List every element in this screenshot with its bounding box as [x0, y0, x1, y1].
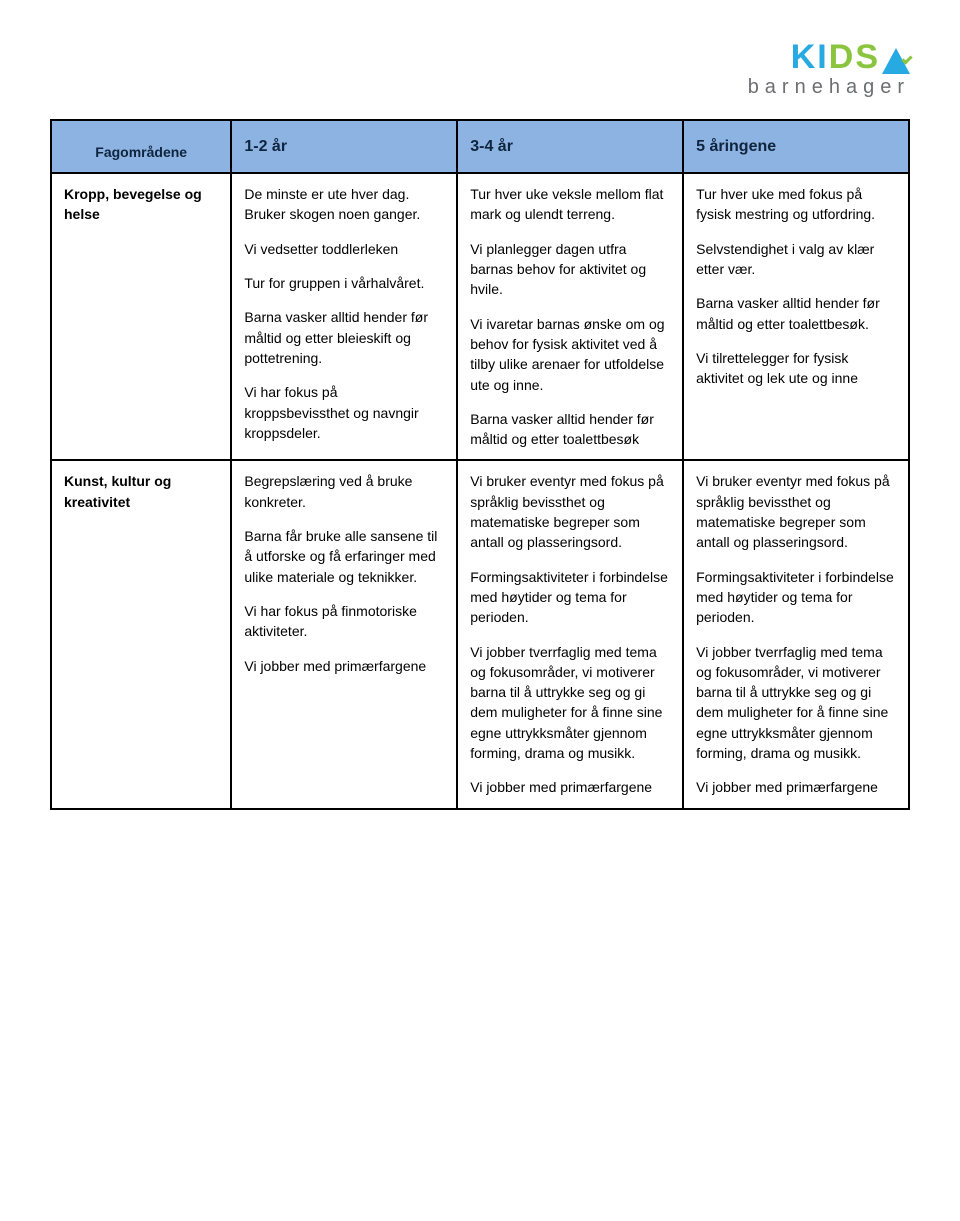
table-header-row: Fagområdene 1-2 år 3-4 år 5 åringene — [51, 120, 909, 173]
para: Vi vedsetter toddlerleken — [244, 239, 444, 259]
kidsa-logo: KIDS barnehager — [748, 40, 910, 99]
para: Tur hver uke med fokus på fysisk mestrin… — [696, 184, 896, 225]
para: Barna vasker alltid hender før måltid og… — [696, 293, 896, 334]
para: Tur for gruppen i vårhalvåret. — [244, 273, 444, 293]
para: Vi ivaretar barnas ønske om og behov for… — [470, 314, 670, 395]
para: Vi bruker eventyr med fokus på språklig … — [470, 471, 670, 552]
logo-sub: barnehager — [748, 76, 910, 99]
cell-kunst-5: Vi bruker eventyr med fokus på språklig … — [683, 460, 909, 808]
para: Tur hver uke veksle mellom flat mark og … — [470, 184, 670, 225]
para: Vi bruker eventyr med fokus på språklig … — [696, 471, 896, 552]
para: Barna vasker alltid hender før måltid og… — [470, 409, 670, 450]
para: Vi jobber med primærfargene — [470, 777, 670, 797]
col-header-3: 5 åringene — [683, 120, 909, 173]
cell-kropp-12: De minste er ute hver dag. Bruker skogen… — [231, 173, 457, 460]
cell-kunst-34: Vi bruker eventyr med fokus på språklig … — [457, 460, 683, 808]
para: Barna vasker alltid hender før måltid og… — [244, 307, 444, 368]
para: De minste er ute hver dag. Bruker skogen… — [244, 184, 444, 225]
para: Begrepslæring ved å bruke konkreter. — [244, 471, 444, 512]
col-header-2: 3-4 år — [457, 120, 683, 173]
col-header-1: 1-2 år — [231, 120, 457, 173]
para: Selvstendighet i valg av klær etter vær. — [696, 239, 896, 280]
para: Vi jobber tverrfaglig med tema og fokuso… — [470, 642, 670, 764]
row-label-kropp: Kropp, bevegelse og helse — [51, 173, 231, 460]
row-label-kunst: Kunst, kultur og kreativitet — [51, 460, 231, 808]
para: Vi jobber med primærfargene — [244, 656, 444, 676]
table-row: Kunst, kultur og kreativitet Begrepslæri… — [51, 460, 909, 808]
logo-main: KIDS — [748, 40, 910, 74]
para: Vi jobber med primærfargene — [696, 777, 896, 797]
table-row: Kropp, bevegelse og helse De minste er u… — [51, 173, 909, 460]
para: Vi har fokus på finmotoriske aktiviteter… — [244, 601, 444, 642]
para: Vi jobber tverrfaglig med tema og fokuso… — [696, 642, 896, 764]
para: Formingsaktiviteter i forbindelse med hø… — [470, 567, 670, 628]
page: KIDS barnehager Fagområdene 1-2 år 3-4 å… — [0, 0, 960, 860]
para: Barna får bruke alle sansene til å utfor… — [244, 526, 444, 587]
logo-area: KIDS barnehager — [50, 40, 910, 99]
section-heading: Fagområdene — [51, 120, 231, 173]
cell-kunst-12: Begrepslæring ved å bruke konkreter. Bar… — [231, 460, 457, 808]
para: Vi tilrettelegger for fysisk aktivitet o… — [696, 348, 896, 389]
para: Formingsaktiviteter i forbindelse med hø… — [696, 567, 896, 628]
cell-kropp-5: Tur hver uke med fokus på fysisk mestrin… — [683, 173, 909, 460]
para: Vi har fokus på kroppsbevissthet og navn… — [244, 382, 444, 443]
para: Vi planlegger dagen utfra barnas behov f… — [470, 239, 670, 300]
curriculum-table: Fagområdene 1-2 år 3-4 år 5 åringene Kro… — [50, 119, 910, 810]
cell-kropp-34: Tur hver uke veksle mellom flat mark og … — [457, 173, 683, 460]
